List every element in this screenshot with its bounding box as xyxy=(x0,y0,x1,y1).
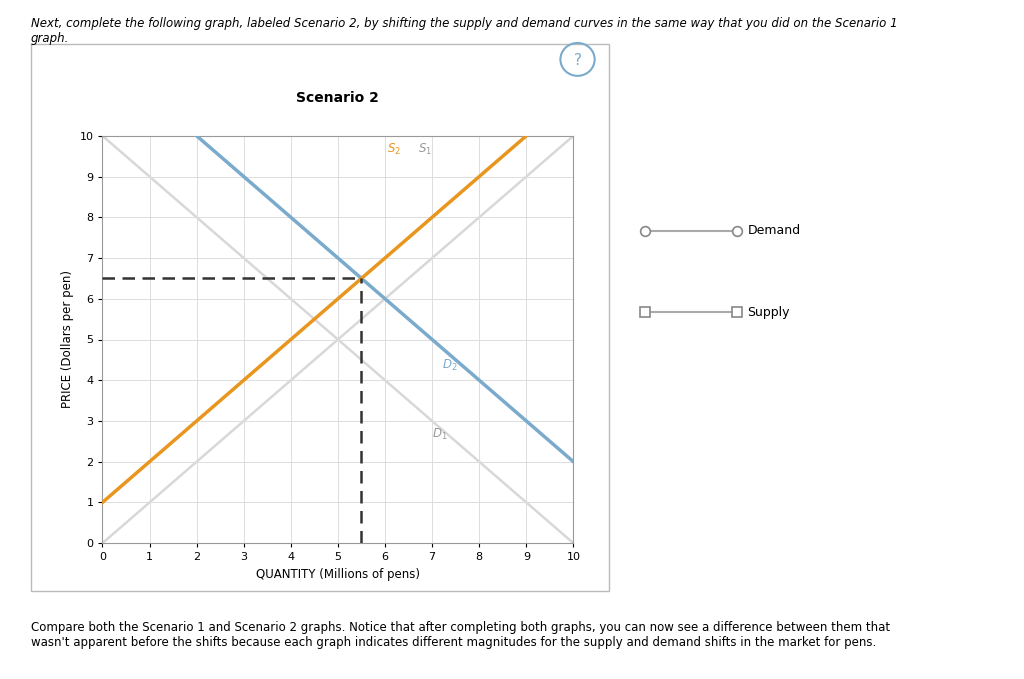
Text: $D_1$: $D_1$ xyxy=(432,427,447,442)
Text: $S_1$: $S_1$ xyxy=(418,142,432,157)
Y-axis label: PRICE (Dollars per pen): PRICE (Dollars per pen) xyxy=(60,270,74,409)
Text: Compare both the Scenario 1 and Scenario 2 graphs. Notice that after completing : Compare both the Scenario 1 and Scenario… xyxy=(31,621,890,649)
Text: ?: ? xyxy=(573,53,582,68)
Text: Supply: Supply xyxy=(748,306,791,319)
Text: Next, complete the following graph, labeled Scenario 2, by shifting the supply a: Next, complete the following graph, labe… xyxy=(31,17,897,45)
Text: Scenario 2: Scenario 2 xyxy=(297,91,379,105)
Text: $D_2$: $D_2$ xyxy=(441,358,457,373)
Text: Demand: Demand xyxy=(748,224,801,238)
X-axis label: QUANTITY (Millions of pens): QUANTITY (Millions of pens) xyxy=(256,568,420,581)
Text: $S_2$: $S_2$ xyxy=(387,142,401,157)
